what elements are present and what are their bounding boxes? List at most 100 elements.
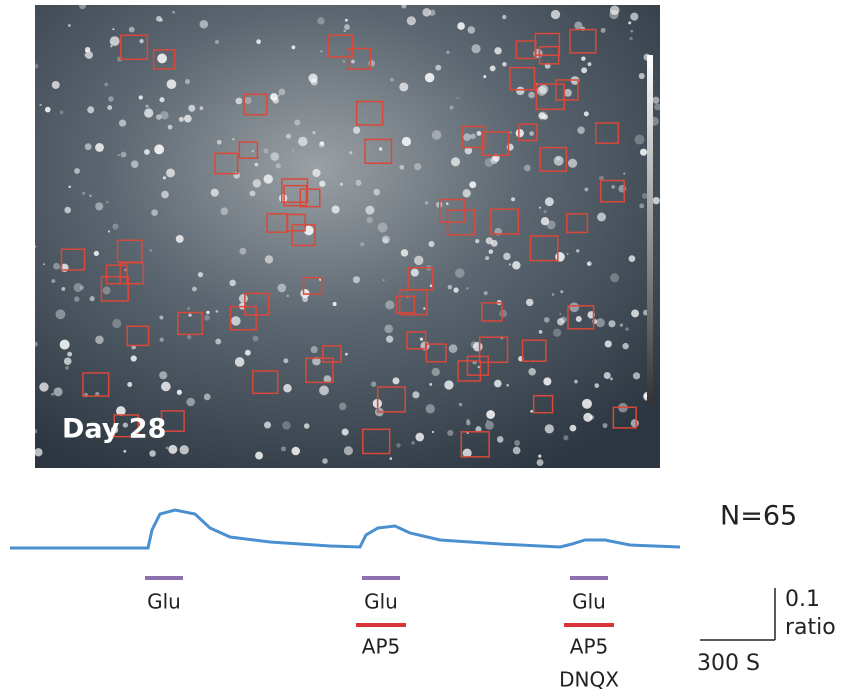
day-label: Day 28 bbox=[62, 414, 166, 445]
cell-speck bbox=[264, 174, 273, 183]
cell-speck bbox=[511, 197, 515, 201]
cell-speck bbox=[204, 393, 211, 400]
cell-speck bbox=[497, 436, 504, 443]
cell-speck bbox=[582, 399, 592, 409]
cell-speck bbox=[221, 207, 229, 215]
cell-speck bbox=[287, 295, 289, 297]
cell-speck bbox=[319, 181, 325, 187]
cell-speck bbox=[60, 340, 70, 350]
cell-speck bbox=[112, 28, 114, 30]
cell-speck bbox=[159, 371, 167, 379]
cell-speck bbox=[270, 93, 278, 101]
cell-speck bbox=[322, 458, 328, 464]
cell-speck bbox=[432, 368, 440, 376]
cell-speck bbox=[567, 253, 569, 255]
cell-speck bbox=[279, 194, 287, 202]
cell-speck bbox=[180, 445, 189, 454]
cell-speck bbox=[39, 382, 48, 391]
cell-speck bbox=[510, 131, 512, 133]
cell-speck bbox=[640, 149, 647, 156]
cell-speck bbox=[265, 255, 273, 263]
cell-speck bbox=[168, 125, 173, 130]
cell-speck bbox=[139, 39, 143, 43]
cell-speck bbox=[356, 180, 362, 186]
cell-speck bbox=[54, 387, 63, 396]
cell-speck bbox=[407, 16, 416, 25]
cell-speck bbox=[499, 310, 507, 318]
cell-speck bbox=[446, 51, 449, 54]
cell-speck bbox=[121, 152, 127, 158]
cell-speck bbox=[477, 131, 482, 136]
cell-speck bbox=[85, 143, 92, 150]
cell-speck bbox=[184, 115, 192, 123]
cell-speck bbox=[312, 131, 315, 134]
cell-speck bbox=[539, 207, 541, 209]
cell-speck bbox=[344, 446, 353, 455]
cell-speck bbox=[543, 377, 551, 385]
cell-speck bbox=[146, 105, 149, 108]
cell-speck bbox=[68, 24, 71, 27]
cell-speck bbox=[526, 299, 533, 306]
cell-speck bbox=[554, 156, 564, 166]
cell-speck bbox=[110, 36, 120, 46]
cell-speck bbox=[74, 296, 79, 301]
cell-speck bbox=[455, 268, 465, 278]
cell-speck bbox=[574, 380, 578, 384]
cell-speck bbox=[457, 22, 465, 30]
cell-speck bbox=[537, 86, 547, 96]
cell-speck bbox=[291, 45, 295, 49]
cell-speck bbox=[79, 2, 86, 9]
cell-speck bbox=[127, 382, 132, 387]
cell-speck bbox=[453, 287, 458, 292]
cell-speck bbox=[85, 51, 93, 59]
cell-speck bbox=[131, 160, 139, 168]
cell-speck bbox=[85, 47, 90, 52]
cell-speck bbox=[151, 209, 158, 216]
cell-speck bbox=[198, 272, 203, 277]
cell-speck bbox=[215, 338, 221, 344]
cell-speck bbox=[471, 341, 478, 348]
cell-speck bbox=[489, 249, 494, 254]
cell-speck bbox=[603, 423, 608, 428]
cell-speck bbox=[545, 197, 554, 206]
cell-speck bbox=[172, 11, 175, 14]
cell-speck bbox=[530, 410, 533, 413]
cell-speck bbox=[351, 60, 355, 64]
cell-speck bbox=[353, 127, 360, 134]
cell-speck bbox=[232, 138, 235, 141]
scale-horizontal-label: 300 S bbox=[697, 651, 760, 676]
cell-speck bbox=[255, 452, 263, 460]
cell-speck bbox=[625, 327, 628, 330]
cell-speck bbox=[236, 98, 243, 105]
cell-speck bbox=[344, 30, 346, 32]
cell-speck bbox=[484, 291, 488, 295]
cell-speck bbox=[490, 66, 496, 72]
cell-speck bbox=[449, 105, 453, 109]
cell-speck bbox=[654, 103, 661, 110]
cell-speck bbox=[206, 311, 209, 314]
cell-speck bbox=[629, 255, 636, 262]
cell-speck bbox=[159, 316, 163, 320]
cell-speck bbox=[652, 97, 659, 104]
cell-speck bbox=[390, 78, 394, 82]
cell-speck bbox=[200, 106, 204, 110]
cell-speck bbox=[33, 342, 38, 347]
cell-speck bbox=[217, 140, 222, 145]
cell-speck bbox=[444, 380, 453, 389]
cell-speck bbox=[371, 381, 376, 386]
cell-speck bbox=[319, 386, 329, 396]
cell-speck bbox=[524, 165, 531, 172]
cell-speck bbox=[52, 81, 60, 89]
cell-speck bbox=[552, 293, 555, 296]
cell-speck bbox=[557, 318, 564, 325]
treatment-label: Glu bbox=[147, 590, 181, 614]
cell-speck bbox=[277, 284, 286, 293]
cell-speck bbox=[414, 256, 424, 266]
treatment-label: Glu bbox=[572, 590, 606, 614]
cell-speck bbox=[539, 330, 543, 334]
cell-speck bbox=[187, 335, 191, 339]
cell-speck bbox=[516, 129, 524, 137]
cell-speck bbox=[64, 207, 71, 214]
cell-speck bbox=[308, 73, 317, 82]
cell-speck bbox=[245, 350, 251, 356]
